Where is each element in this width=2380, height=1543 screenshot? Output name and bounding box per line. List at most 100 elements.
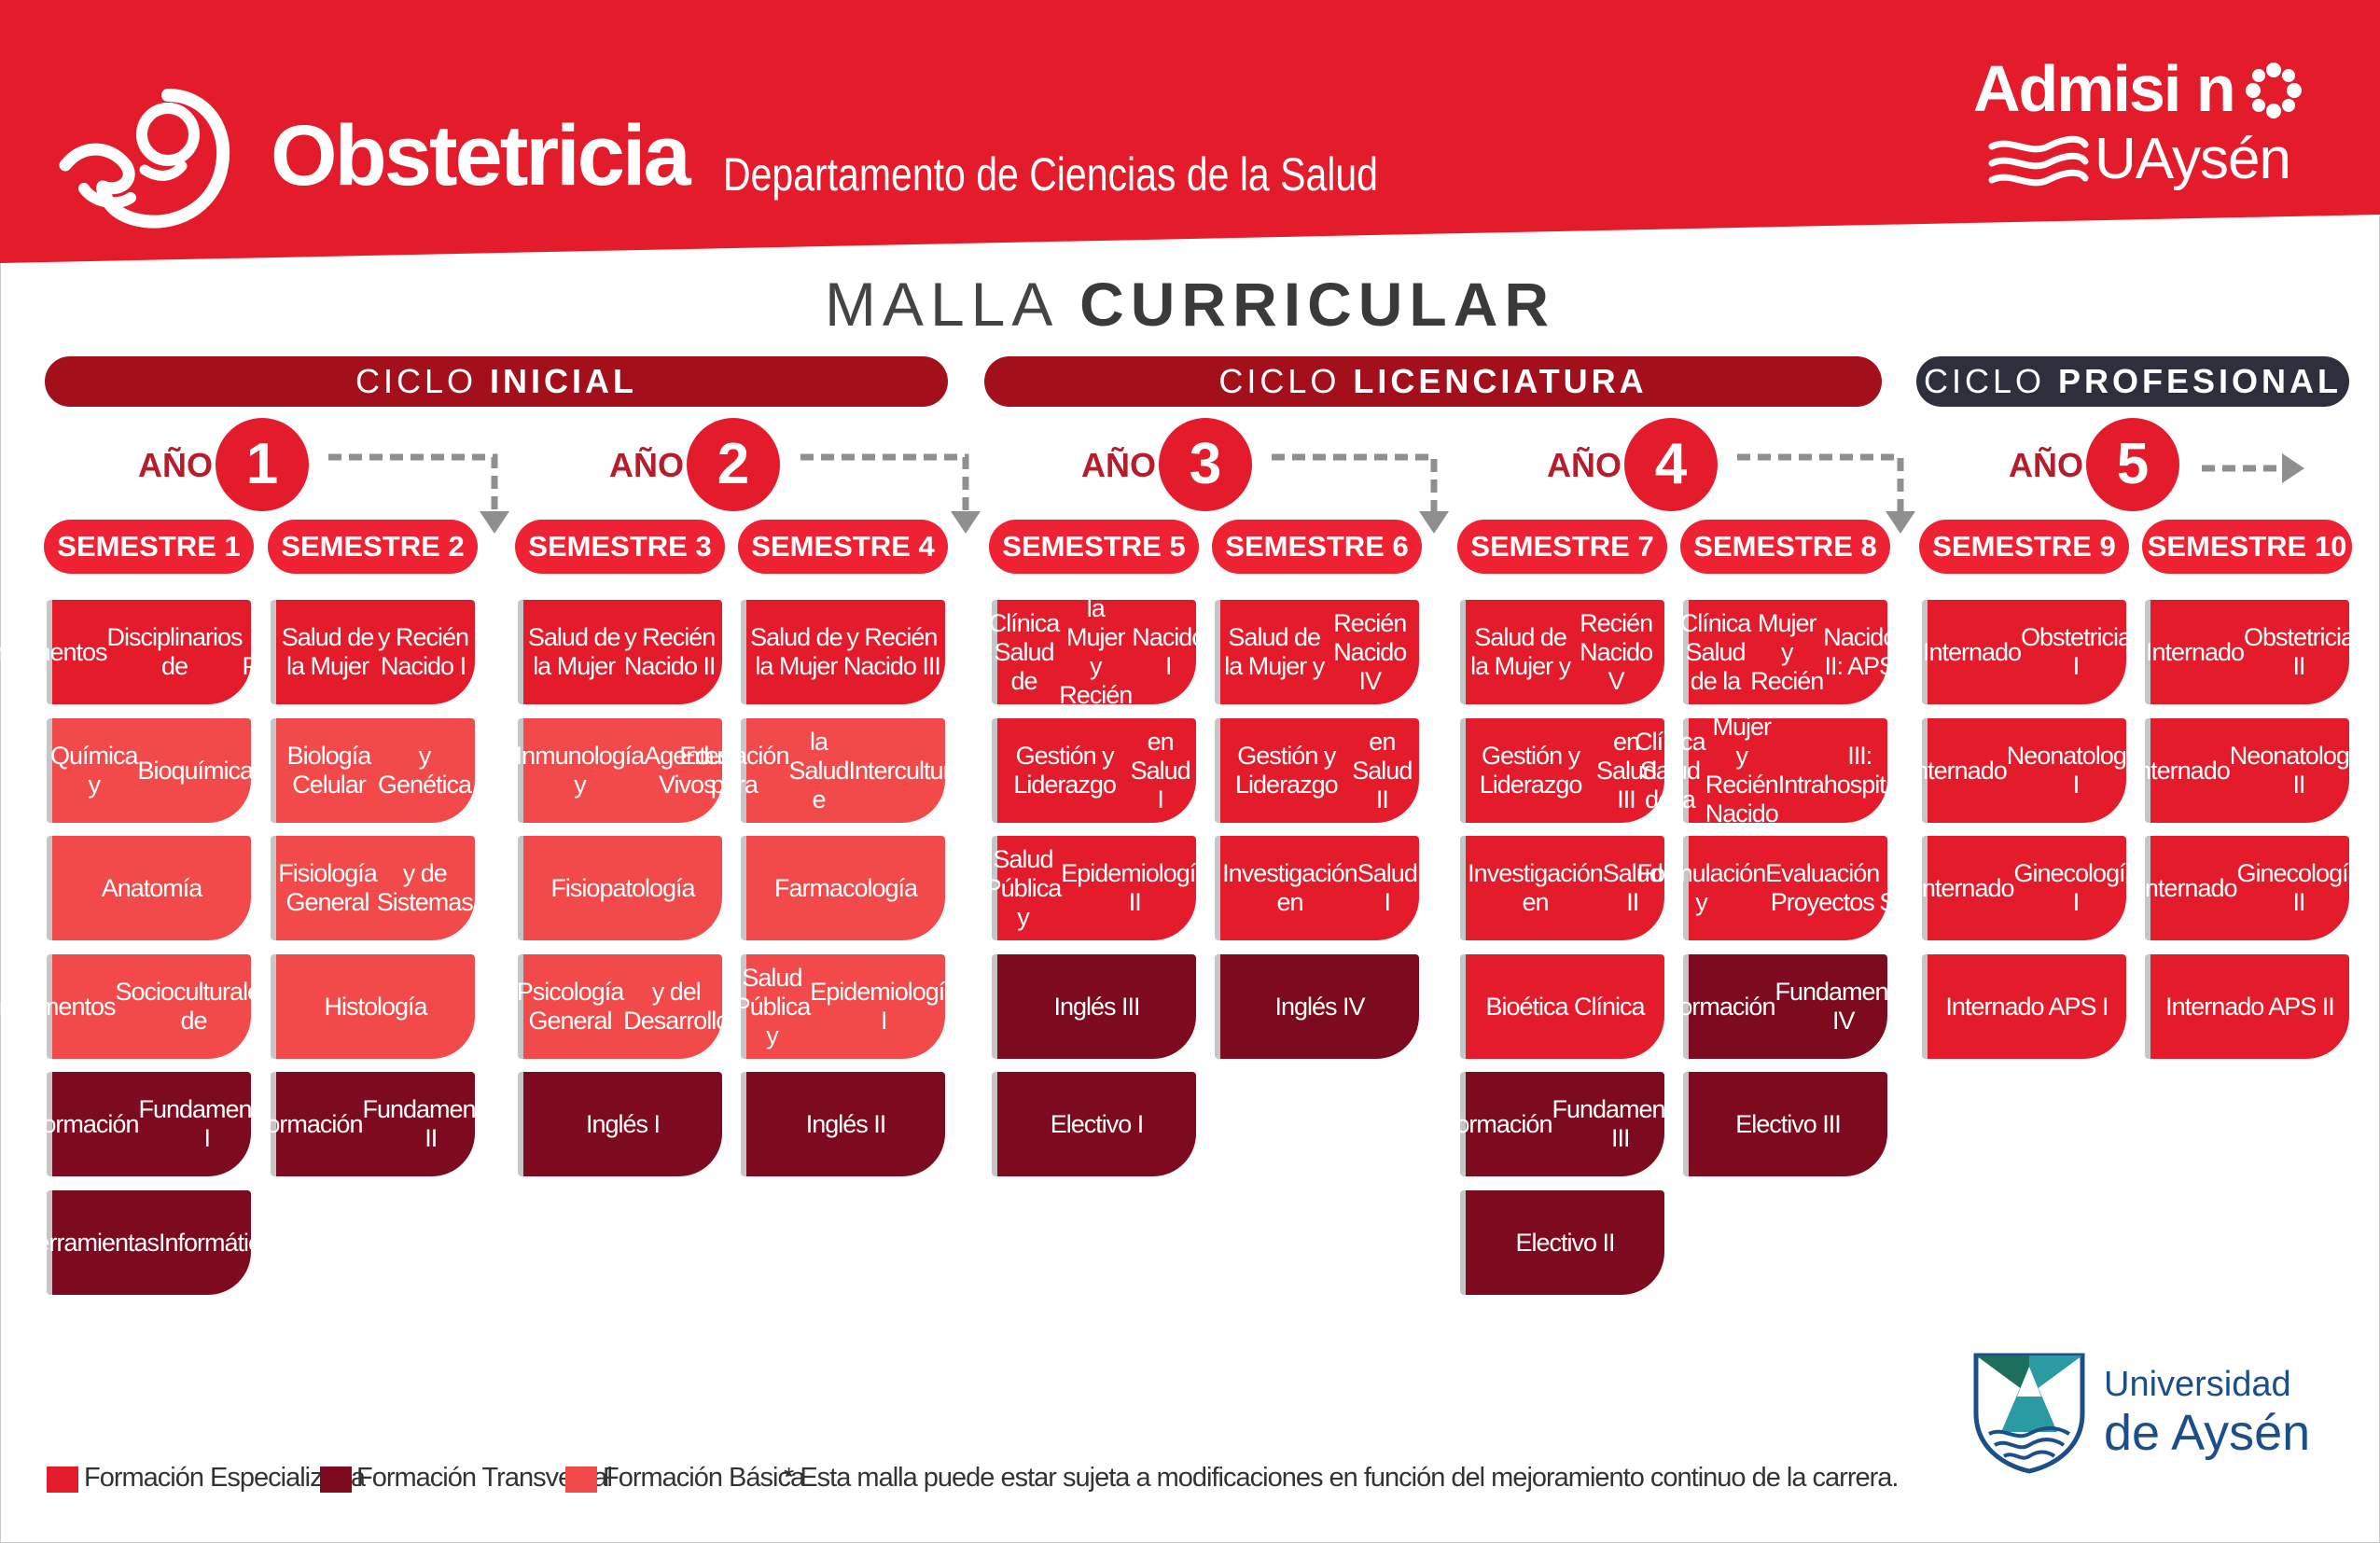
year-1: AÑO 1 <box>138 418 325 511</box>
course-name-line: Internado <box>2131 756 2231 785</box>
year-2: AÑO 2 <box>609 418 796 511</box>
course-name-line: Anatomía <box>101 873 203 902</box>
semester-10-label: SEMESTRE 10 <box>2142 520 2352 574</box>
course-name-line: Fundamentos <box>0 992 116 1021</box>
course-name-line: Neonatología I <box>2006 742 2147 799</box>
university-name-line2: de Aysén <box>2104 1405 2311 1461</box>
cycle-inicial-bar: CICLO INICIAL <box>45 356 948 407</box>
flower-o-icon <box>2246 63 2302 118</box>
department-name: Departamento de Ciencias de la Salud <box>723 148 1378 201</box>
year-arrows <box>328 453 2304 534</box>
course-name-line: la Salud e <box>788 727 849 813</box>
semester-1-label: SEMESTRE 1 <box>44 520 254 574</box>
course-card-sem8-1: Clínica Salud de la Mujer y Recién Nacido … <box>1679 600 1897 704</box>
course-card-sem2-1: Salud de la Mujer y Recién Nacido I <box>271 600 475 704</box>
year-label: AÑO <box>1547 446 1621 484</box>
course-card-sem2-2: Biología Celular y Genética <box>271 718 475 823</box>
course-name-line: Electivo II <box>1515 1228 1615 1257</box>
course-name-line: Bioquímica <box>137 756 254 785</box>
course-card-sem3-2: Inmunología y Agentes Vivos <box>515 718 731 823</box>
dashed-arrow-3 <box>1272 453 1438 511</box>
course-name-line: Internado <box>2138 873 2237 902</box>
course-card-sem5-5: Electivo I <box>992 1072 1196 1176</box>
course-name-line: Evaluación Proyectos <box>1765 859 1880 916</box>
course-name-line: Fisiología General <box>278 859 378 916</box>
course-name-line: Ginecología I <box>2013 859 2139 916</box>
semester-4-label: SEMESTRE 4 <box>738 520 948 574</box>
course-card-sem6-3: Investigación en Salud I <box>1215 836 1419 940</box>
course-name-line: Inglés II <box>805 1109 887 1138</box>
course-card-sem2-4: Histología <box>271 954 475 1059</box>
year-number: 2 <box>687 418 780 511</box>
course-card-sem4-3: Farmacología <box>741 836 945 940</box>
cycle-prefix: CICLO <box>355 362 491 400</box>
course-name-line: Psicología General <box>516 978 625 1035</box>
course-name-line: Fisiopatología <box>550 873 695 902</box>
arrow-head-3 <box>1419 511 1449 534</box>
legend-swatch-transversal <box>320 1467 352 1493</box>
semester-9-label: SEMESTRE 9 <box>1919 520 2129 574</box>
course-name-line: Ginecología II <box>2236 859 2362 916</box>
course-name-line: Gestión y Liderazgo <box>1235 742 1339 799</box>
course-name-line: y del Desarrollo <box>623 978 730 1035</box>
header-banner <box>0 0 2380 263</box>
course-name-line: Educación para <box>679 742 789 799</box>
course-name-line: Farmacología <box>773 873 918 902</box>
cycle-name: PROFESIONAL <box>2058 362 2343 400</box>
year-5: AÑO 5 <box>2009 418 2195 511</box>
course-name-line: Epidemiología II <box>1061 859 1209 916</box>
course-card-sem1-2: Química y Bioquímica <box>47 718 254 823</box>
course-card-sem1-6: Herramientas Informáticas <box>19 1190 285 1295</box>
course-card-sem1-5: Formación Fundamental I <box>28 1072 276 1176</box>
course-name-line: Clínica Salud de la <box>1635 727 1706 813</box>
course-card-sem3-4: Psicología General y del Desarrollo <box>516 954 730 1059</box>
course-name-line: Recién Nacido IV <box>1333 608 1407 695</box>
course-card-sem5-2: Gestión y Liderazgo en Salud I <box>992 718 1196 823</box>
course-card-sem3-5: Inglés I <box>518 1072 722 1176</box>
course-name-line: Electivo I <box>1050 1109 1145 1138</box>
wave-icon <box>1988 135 2089 187</box>
course-name-line: Interculturalidad <box>848 756 1013 785</box>
course-name-line: Gestión y Liderazgo <box>1479 742 1583 799</box>
course-name-line: Nacido II: APS <box>1823 623 1897 680</box>
course-name-line: Inglés III <box>1053 992 1140 1021</box>
course-name-line: y Recién Nacido I <box>378 623 469 680</box>
course-card-sem1-3: Anatomía <box>47 836 251 940</box>
course-name-line: Mujer y Recién Nacido <box>1705 713 1779 827</box>
course-card-sem10-1: Internado Obstetricia II <box>2145 600 2355 704</box>
course-name-line: Gestión y Liderazgo <box>1013 742 1117 799</box>
course-card-sem2-5: Formación Fundamental II <box>252 1072 500 1176</box>
title-part-1: MALLA <box>824 270 1080 339</box>
course-card-sem10-4: Internado APS II <box>2145 954 2349 1059</box>
page-title: MALLA CURRICULAR <box>0 269 2380 340</box>
university-name-line1: Universidad <box>2104 1365 2291 1404</box>
year-number: 1 <box>216 418 309 511</box>
course-card-sem4-4: Salud Pública y Epidemiología I <box>734 954 958 1059</box>
course-name-line: y de Sistemas <box>376 859 474 916</box>
fetus-icon <box>59 89 230 229</box>
course-card-sem5-1: Clínica Salud de la Mujer y Recién Nacido … <box>989 594 1206 709</box>
course-card-sem8-5: Electivo III <box>1683 1072 1887 1176</box>
course-name-line: Formación <box>1663 992 1776 1021</box>
semester-7-label: SEMESTRE 7 <box>1457 520 1667 574</box>
title-part-2: CURRICULAR <box>1079 270 1556 339</box>
course-card-sem5-3: Salud Pública y Epidemiología II <box>985 836 1209 940</box>
course-name-line: Clínica Salud de la <box>1679 608 1752 695</box>
course-name-line: Internado <box>2145 637 2245 666</box>
semester-5-label: SEMESTRE 5 <box>989 520 1199 574</box>
course-card-sem4-2: Educación para la Salud e Interculturalida… <box>679 718 1013 823</box>
course-name-line: Formación <box>251 1109 364 1138</box>
course-name-line: Salud de la Mujer <box>527 623 621 680</box>
course-name-line: Internado <box>1915 873 2014 902</box>
course-name-line: y Recién Nacido III <box>842 623 941 680</box>
course-name-line: Química y <box>49 742 139 799</box>
year-4: AÑO 4 <box>1547 418 1733 511</box>
course-card-sem9-1: Internado Obstetricia I <box>1922 600 2132 704</box>
course-name-line: Inmunología y <box>515 742 646 799</box>
legend-swatch-basica <box>565 1467 597 1493</box>
course-card-sem10-3: Internado Ginecología II <box>2138 836 2362 940</box>
legend-label-especializada: Formación Especializada <box>84 1463 366 1493</box>
course-card-sem4-5: Inglés II <box>741 1072 945 1176</box>
course-card-sem7-6: Electivo II <box>1460 1190 1664 1295</box>
